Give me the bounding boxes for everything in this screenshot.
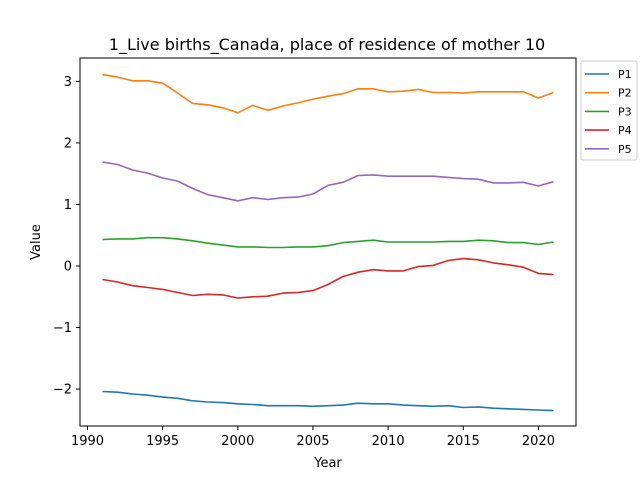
legend-frame [580,60,638,161]
legend: P1 P2 P3 P4 P5 [580,60,638,161]
legend-label-p3: P3 [618,105,632,118]
x-tick-label: 2020 [522,434,555,449]
plot-lines [102,73,554,412]
legend-label-p2: P2 [618,87,632,100]
legend-label-p1: P1 [618,68,632,81]
y-tick-label: −2 [53,383,72,398]
y-axis-ticks: −2 −1 0 1 2 3 [53,75,80,398]
series-line-p1 [102,390,554,412]
x-axis-ticks: 1990 1995 2000 2005 2010 2015 2020 [71,426,555,449]
y-tick-label: 2 [64,136,72,151]
x-tick-label: 1990 [71,434,104,449]
series-line-p3 [102,236,554,249]
y-tick-label: −1 [53,321,72,336]
x-tick-label: 1995 [146,434,179,449]
y-tick-label: 1 [64,198,72,213]
chart-title: 1_Live births_Canada, place of residence… [109,35,545,55]
y-tick-label: 3 [64,75,72,90]
y-tick-label: 0 [64,260,72,275]
x-tick-label: 2005 [296,434,329,449]
legend-label-p5: P5 [618,143,632,156]
x-tick-label: 2000 [221,434,254,449]
plot-area-frame [79,57,577,427]
x-axis-label: Year [313,456,342,471]
series-line-p4 [102,257,554,299]
x-tick-label: 2010 [372,434,405,449]
series-line-p2 [102,73,554,114]
x-tick-label: 2015 [447,434,480,449]
legend-label-p4: P4 [618,124,632,137]
y-axis-label: Value [29,224,44,260]
series-line-p5 [102,161,554,202]
